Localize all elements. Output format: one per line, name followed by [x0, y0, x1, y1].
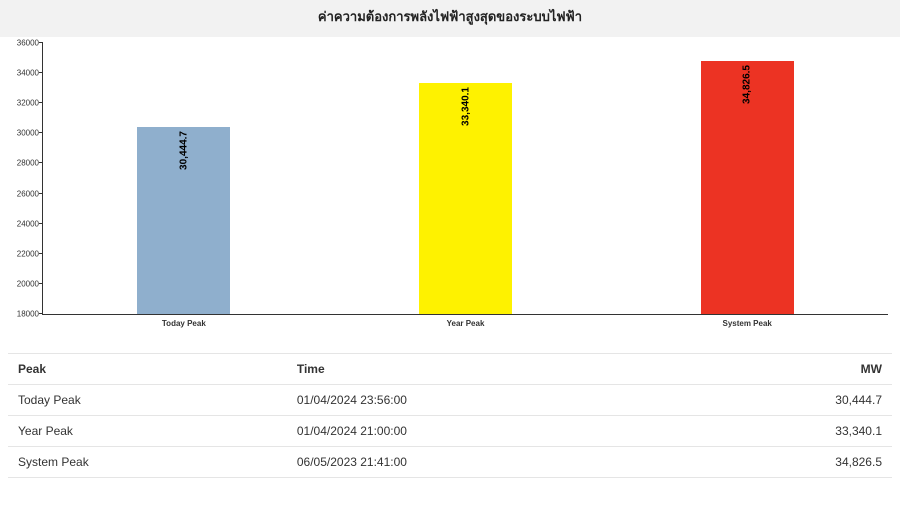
- y-tick-mark: [39, 42, 43, 43]
- cell-time: 01/04/2024 21:00:00: [287, 416, 687, 447]
- page-title: ค่าความต้องการพลังไฟฟ้าสูงสุดของระบบไฟฟ้…: [0, 6, 900, 27]
- peak-table: Peak Time MW Today Peak01/04/2024 23:56:…: [8, 353, 892, 478]
- y-tick-mark: [39, 162, 43, 163]
- bar-slot: 30,444.7Today Peak: [43, 43, 325, 314]
- peak-chart: 30,444.7Today Peak33,340.1Year Peak34,82…: [0, 37, 900, 339]
- col-time: Time: [287, 354, 687, 385]
- col-peak: Peak: [8, 354, 287, 385]
- table-header-row: Peak Time MW: [8, 354, 892, 385]
- bar-slot: 34,826.5System Peak: [606, 43, 888, 314]
- bar-value-label: 30,444.7: [178, 131, 189, 170]
- cell-mw: 33,340.1: [687, 416, 892, 447]
- y-tick-label: 34000: [1, 69, 39, 78]
- col-mw: MW: [687, 354, 892, 385]
- y-tick-label: 18000: [1, 310, 39, 319]
- cell-time: 06/05/2023 21:41:00: [287, 447, 687, 478]
- y-tick-label: 30000: [1, 129, 39, 138]
- y-tick-mark: [39, 102, 43, 103]
- table-row: Today Peak01/04/2024 23:56:0030,444.7: [8, 385, 892, 416]
- y-tick-mark: [39, 223, 43, 224]
- y-tick-label: 36000: [1, 39, 39, 48]
- y-tick-mark: [39, 132, 43, 133]
- bar: 34,826.5: [701, 61, 794, 314]
- cell-time: 01/04/2024 23:56:00: [287, 385, 687, 416]
- cell-peak: Today Peak: [8, 385, 287, 416]
- y-tick-label: 32000: [1, 99, 39, 108]
- table-row: System Peak06/05/2023 21:41:0034,826.5: [8, 447, 892, 478]
- bar-value-label: 34,826.5: [742, 65, 753, 104]
- bar-slot: 33,340.1Year Peak: [325, 43, 607, 314]
- y-tick-mark: [39, 283, 43, 284]
- cell-peak: System Peak: [8, 447, 287, 478]
- x-tick-label: System Peak: [606, 319, 888, 328]
- bar-value-label: 33,340.1: [460, 87, 471, 126]
- bar: 30,444.7: [137, 127, 230, 314]
- table-row: Year Peak01/04/2024 21:00:0033,340.1: [8, 416, 892, 447]
- y-tick-label: 24000: [1, 219, 39, 228]
- cell-mw: 30,444.7: [687, 385, 892, 416]
- y-tick-label: 26000: [1, 189, 39, 198]
- y-tick-mark: [39, 313, 43, 314]
- y-tick-label: 20000: [1, 279, 39, 288]
- cell-mw: 34,826.5: [687, 447, 892, 478]
- chart-bars: 30,444.7Today Peak33,340.1Year Peak34,82…: [43, 43, 888, 314]
- chart-plot-area: 30,444.7Today Peak33,340.1Year Peak34,82…: [42, 43, 888, 315]
- y-tick-mark: [39, 193, 43, 194]
- bar: 33,340.1: [419, 83, 512, 314]
- y-tick-mark: [39, 253, 43, 254]
- x-tick-label: Today Peak: [43, 319, 325, 328]
- title-band: ค่าความต้องการพลังไฟฟ้าสูงสุดของระบบไฟฟ้…: [0, 0, 900, 37]
- y-tick-mark: [39, 72, 43, 73]
- y-tick-label: 28000: [1, 159, 39, 168]
- cell-peak: Year Peak: [8, 416, 287, 447]
- x-tick-label: Year Peak: [325, 319, 607, 328]
- y-tick-label: 22000: [1, 249, 39, 258]
